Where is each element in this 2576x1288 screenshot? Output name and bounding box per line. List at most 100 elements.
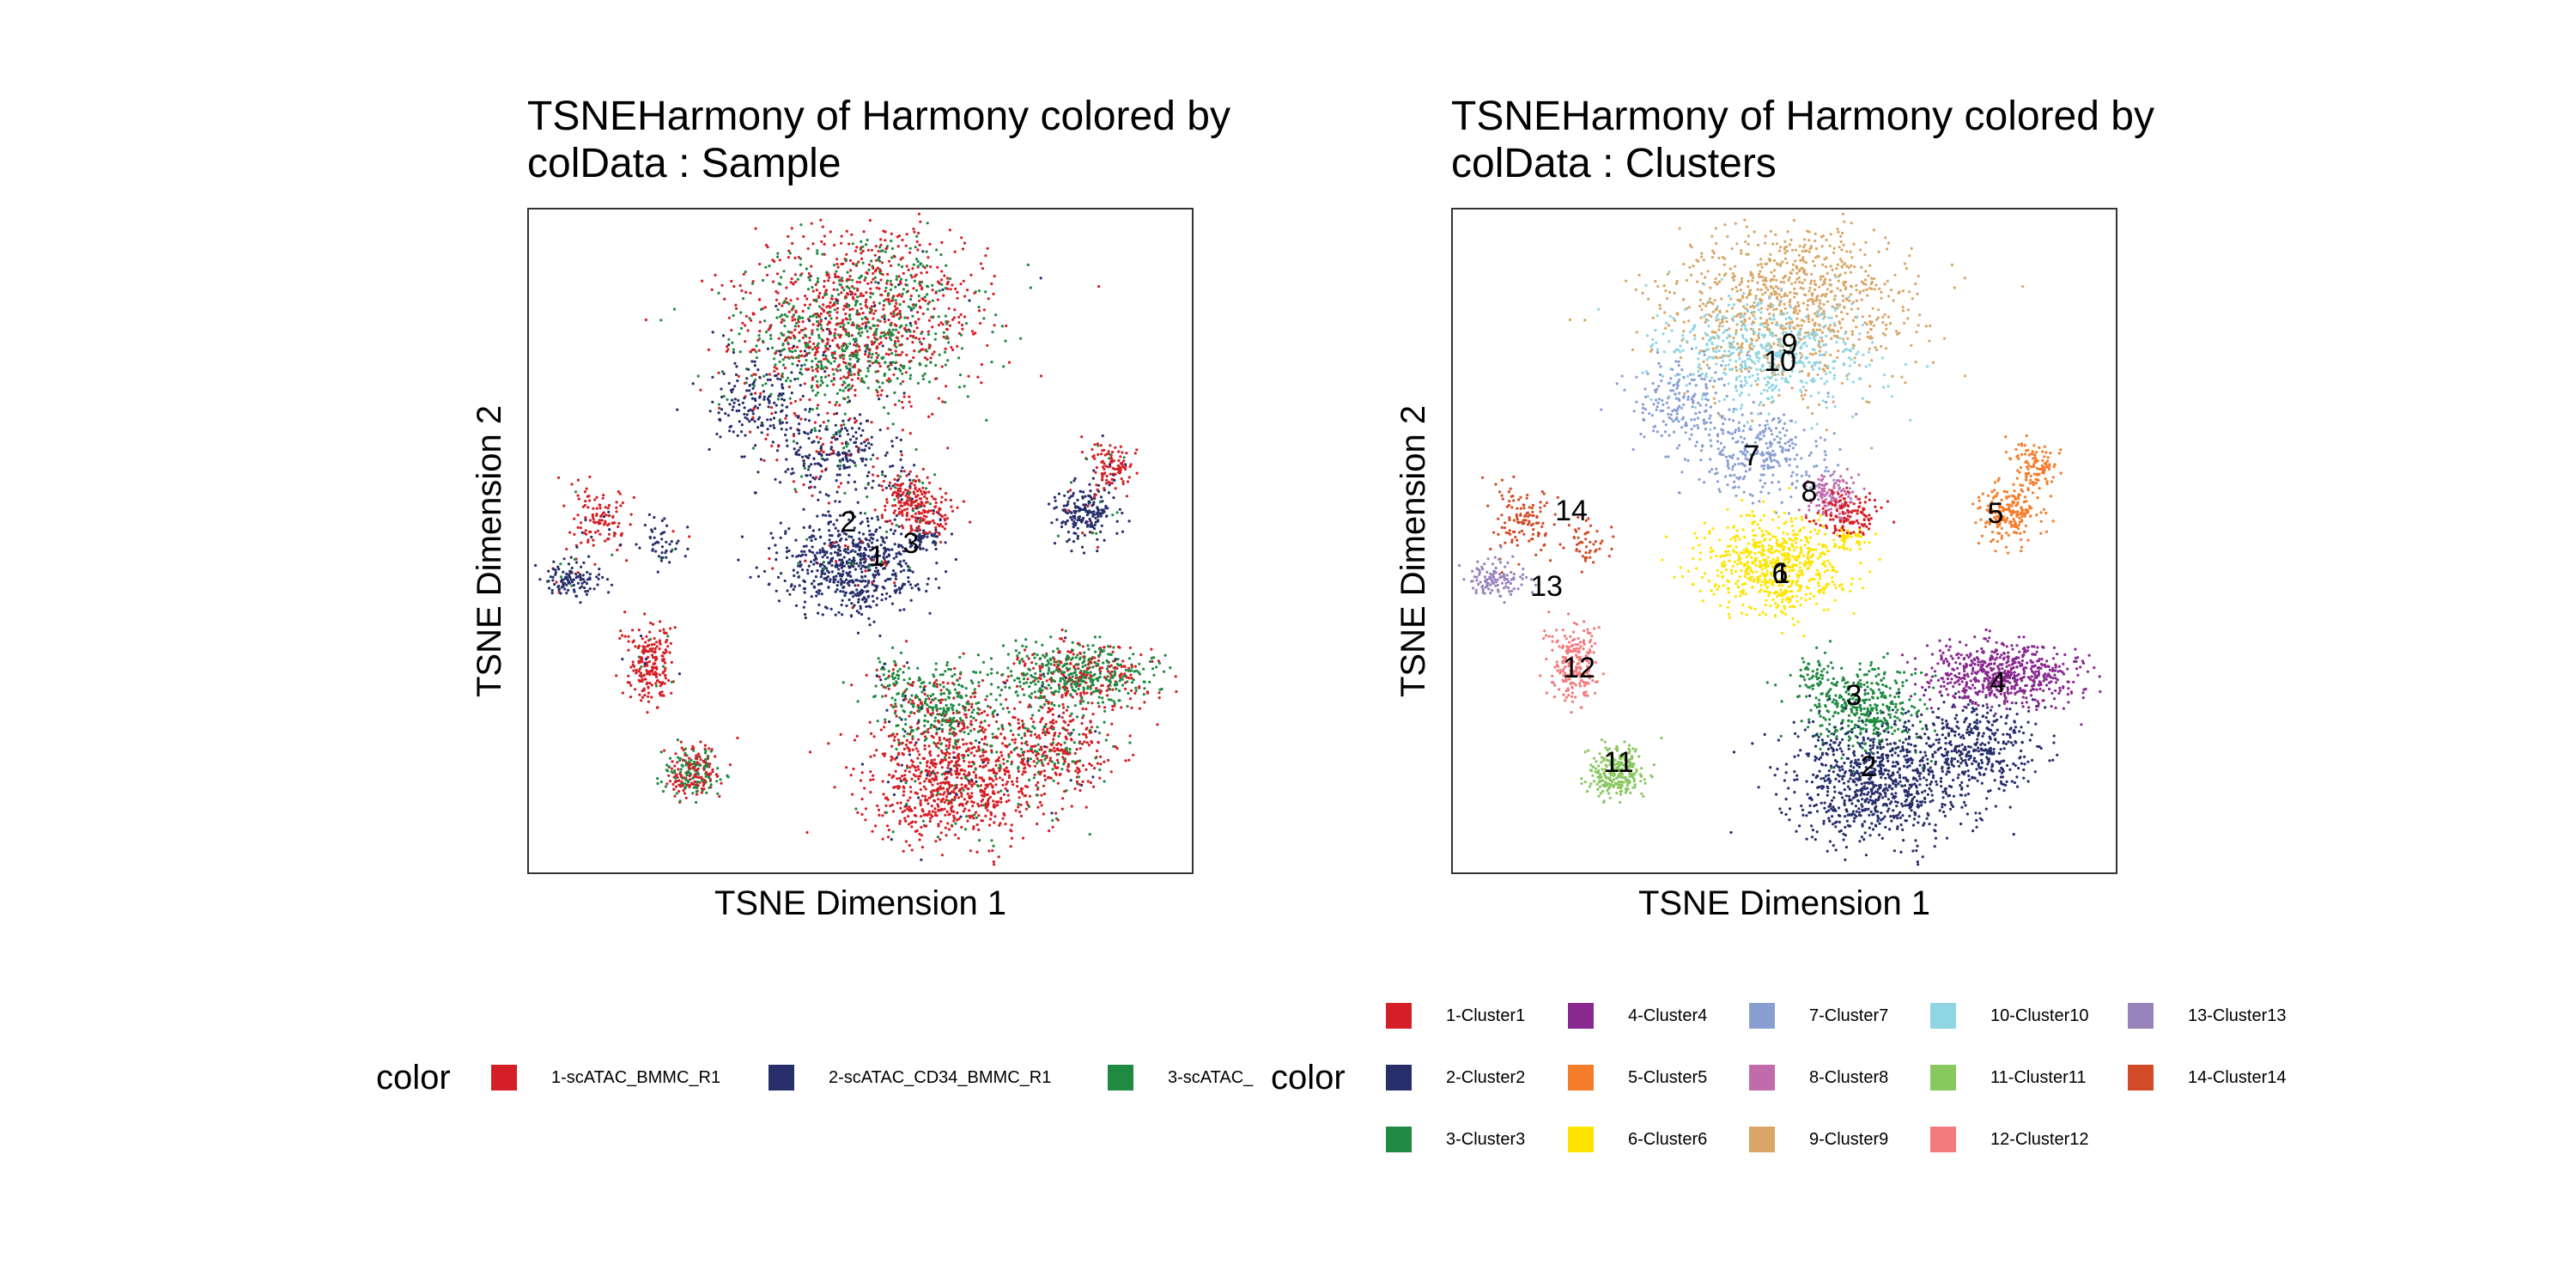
scatter-point xyxy=(829,317,833,320)
scatter-point xyxy=(565,547,568,551)
scatter-point xyxy=(696,773,701,776)
scatter-point xyxy=(695,754,698,757)
scatter-point xyxy=(957,356,961,360)
scatter-point xyxy=(1054,506,1058,509)
scatter-point xyxy=(899,494,902,497)
scatter-point xyxy=(886,798,890,801)
scatter-point xyxy=(841,681,845,684)
scatter-point xyxy=(847,453,850,457)
scatter-point xyxy=(898,822,902,825)
scatter-point xyxy=(721,334,726,337)
scatter-point xyxy=(951,704,955,708)
scatter-point xyxy=(770,346,775,349)
scatter-point xyxy=(864,548,868,551)
scatter-point xyxy=(799,329,803,332)
scatter-point xyxy=(772,423,775,427)
scatter-point xyxy=(553,582,556,586)
scatter-point xyxy=(677,756,680,759)
scatter-point xyxy=(817,276,820,280)
scatter-point xyxy=(948,744,951,747)
scatter-point xyxy=(958,717,962,720)
scatter-point xyxy=(921,312,925,316)
scatter-point xyxy=(764,437,768,440)
scatter-point xyxy=(885,279,889,283)
scatter-point xyxy=(825,337,829,341)
scatter-point xyxy=(798,453,801,457)
scatter-point xyxy=(843,491,847,495)
scatter-point xyxy=(876,720,879,723)
scatter-point xyxy=(873,253,877,257)
scatter-point xyxy=(972,827,975,830)
scatter-point xyxy=(909,504,913,507)
scatter-point xyxy=(749,575,752,579)
scatter-point xyxy=(873,584,877,587)
scatter-point xyxy=(830,563,834,568)
scatter-point xyxy=(839,333,842,337)
scatter-point xyxy=(797,315,801,319)
scatter-point xyxy=(800,373,804,376)
scatter-point xyxy=(653,647,657,650)
scatter-point xyxy=(1118,466,1121,471)
scatter-point xyxy=(631,641,635,644)
scatter-point xyxy=(908,698,912,702)
scatter-point xyxy=(841,349,845,353)
scatter-point xyxy=(987,724,991,727)
scatter-point xyxy=(963,726,966,730)
scatter-point xyxy=(720,395,724,398)
scatter-point xyxy=(679,740,683,744)
scatter-point xyxy=(898,560,902,563)
scatter-point xyxy=(972,800,975,805)
scatter-point xyxy=(838,434,841,438)
scatter-point xyxy=(677,768,680,771)
scatter-point xyxy=(1028,794,1032,798)
scatter-point xyxy=(893,584,896,587)
scatter-point xyxy=(948,786,951,789)
scatter-point xyxy=(860,252,863,255)
scatter-point xyxy=(954,743,957,746)
scatter-point xyxy=(562,557,566,561)
scatter-point xyxy=(934,668,938,671)
scatter-point xyxy=(593,531,598,534)
scatter-point xyxy=(1119,445,1122,448)
scatter-point xyxy=(816,350,819,354)
scatter-point xyxy=(914,499,918,502)
scatter-point xyxy=(574,572,578,576)
scatter-point xyxy=(612,534,616,538)
scatter-point xyxy=(840,423,843,428)
scatter-point xyxy=(892,532,896,536)
scatter-point xyxy=(808,453,811,457)
scatter-point xyxy=(555,580,558,584)
scatter-point xyxy=(588,475,592,478)
scatter-point xyxy=(970,747,974,750)
scatter-point xyxy=(750,392,753,396)
scatter-point xyxy=(697,776,701,780)
scatter-point xyxy=(928,345,932,349)
scatter-point xyxy=(867,263,872,266)
scatter-point xyxy=(835,400,839,404)
scatter-point xyxy=(1021,792,1024,795)
scatter-point xyxy=(884,563,888,567)
scatter-point xyxy=(939,321,943,325)
scatter-point xyxy=(840,234,843,238)
scatter-point xyxy=(1082,551,1086,555)
scatter-point xyxy=(775,304,778,308)
scatter-point xyxy=(1051,818,1054,823)
scatter-point xyxy=(920,846,924,849)
scatter-point xyxy=(908,714,911,718)
scatter-point xyxy=(623,611,627,614)
scatter-point xyxy=(870,532,873,536)
scatter-point xyxy=(785,421,788,424)
scatter-point xyxy=(838,473,841,477)
scatter-point xyxy=(797,325,800,328)
scatter-point xyxy=(811,329,814,332)
scatter-point xyxy=(770,412,774,416)
scatter-point xyxy=(965,777,969,781)
scatter-point xyxy=(646,711,649,714)
scatter-point xyxy=(924,787,927,791)
scatter-point xyxy=(920,492,924,496)
scatter-point xyxy=(1084,495,1087,498)
scatter-point xyxy=(904,278,908,282)
scatter-point xyxy=(954,557,957,562)
scatter-point xyxy=(914,304,917,307)
scatter-point xyxy=(901,811,904,814)
